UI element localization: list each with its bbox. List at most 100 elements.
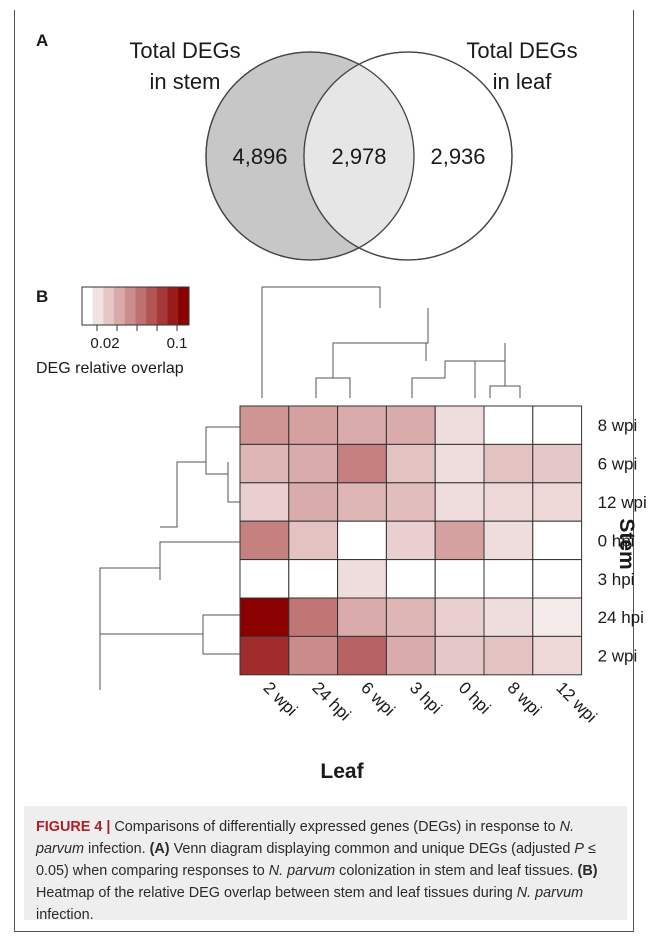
heatmap [239,405,583,676]
heatmap-cell [385,405,436,445]
heatmap-cell [434,597,485,637]
heatmap-column-label: 24 hpi [308,678,354,724]
heatmap-cell [337,520,387,561]
heatmap-row-label: 0 hpi [598,531,635,550]
heatmap-cell [483,635,534,676]
heatmap-cell [434,559,485,599]
legend-color-step [124,287,136,325]
heatmap-cell [239,520,290,561]
panel-a-label: A [36,31,48,50]
heatmap-cell [288,405,339,445]
heatmap-cell [385,443,436,484]
heatmap-cell [239,597,290,637]
heatmap-cell [434,443,485,484]
legend-color-step [103,287,115,325]
heatmap-cell [385,597,436,637]
caption-figure-label: FIGURE 4 | [36,819,111,835]
color-legend-bar [81,286,190,326]
heatmap-cell [239,482,290,522]
heatmap-cell [483,443,534,484]
heatmap-row-label: 3 hpi [598,570,635,589]
legend-color-step [156,287,169,325]
heatmap-cell [337,443,387,484]
heatmap-column-label: 0 hpi [455,678,495,718]
heatmap-cell [337,635,387,676]
heatmap-row-label: 8 wpi [598,416,638,435]
legend-border [81,286,190,326]
heatmap-x-axis-title: Leaf [320,760,364,783]
heatmap-row-label: 2 wpi [598,647,638,666]
heatmap-cell [288,597,339,637]
venn-leaf-title-line-2: in leaf [493,69,553,94]
venn-shared-count: 2,978 [331,144,386,169]
heatmap-column-labels: 2 wpi 24 hpi 6 wpi 3 hpi 0 hpi 8 wpi 12 wpi [260,678,601,726]
heatmap-cell [483,559,534,599]
heatmap-cell [337,482,387,522]
venn-leaf-only-count: 2,936 [430,144,485,169]
heatmap-cell [483,405,534,445]
figure-frame [14,10,634,932]
heatmap-cell [434,520,485,561]
heatmap-column-label: 12 wpi [552,678,600,726]
legend-color-step [167,287,179,325]
heatmap-cell [532,597,583,637]
heatmap-cell [239,405,290,445]
heatmap-cell [337,559,387,599]
legend-tick-high: 0.1 [167,335,188,352]
legend-color-step [135,287,147,325]
heatmap-cell [288,559,339,599]
heatmap-cell [288,443,339,484]
heatmap-column-label: 8 wpi [504,678,545,719]
legend-color-step [146,287,158,325]
legend-title: DEG relative overlap [36,360,184,377]
caption-panel-a-ref: (A) [149,841,170,857]
venn-leaf-title-line-1: Total DEGs [466,38,577,63]
column-dendrogram [261,286,521,398]
heatmap-y-axis-title: Stem [615,518,638,569]
legend-color-step [114,287,126,325]
heatmap-cell [532,635,583,676]
row-dendrogram [99,426,240,690]
heatmap-cell [434,405,485,445]
legend-tick-low: 0.02 [90,335,119,352]
heatmap-column-label: 3 hpi [406,678,446,718]
heatmap-cell [385,482,436,522]
legend-color-step [82,287,94,325]
heatmap-row-label: 12 wpi [598,493,647,512]
heatmap-cell [483,520,534,561]
heatmap-cell [239,559,290,599]
venn-overlap-region [304,52,414,260]
caption-panel-b-ref: (B) [577,863,598,879]
heatmap-cell [434,482,485,522]
venn-stem-title-line-1: Total DEGs [129,38,240,63]
heatmap-cell [288,635,339,676]
heatmap-cell [385,559,436,599]
heatmap-cell [483,482,534,522]
heatmap-column-label: 2 wpi [260,678,301,719]
figure-4: A Total DEGs in stem Total DEGs in leaf … [36,31,647,783]
venn-stem-title-line-2: in stem [150,69,221,94]
heatmap-cell [337,597,387,637]
legend-color-step [92,287,104,325]
heatmap-cell [288,520,339,561]
heatmap-cell [385,520,436,561]
venn-stem-only-count: 4,896 [232,144,287,169]
heatmap-cell [483,597,534,637]
heatmap-cell [532,405,583,445]
heatmap-cell [532,482,583,522]
heatmap-cell [532,443,583,484]
legend-color-step [178,287,190,325]
panel-b-label: B [36,287,48,306]
heatmap-cell [532,559,583,599]
heatmap-cell [385,635,436,676]
heatmap-row-label: 24 hpi [598,608,644,627]
heatmap-cell [239,635,290,676]
heatmap-cell [337,405,387,445]
heatmap-row-labels: 8 wpi 6 wpi 12 wpi 0 hpi 3 hpi 24 hpi 2 wpi [598,416,647,665]
figure-caption: FIGURE 4 | Comparisons of differentially… [24,806,627,923]
heatmap-cell [532,520,583,561]
heatmap-column-label: 6 wpi [357,678,398,719]
heatmap-cell [434,635,485,676]
heatmap-row-label: 6 wpi [598,455,638,474]
heatmap-cell [288,482,339,522]
